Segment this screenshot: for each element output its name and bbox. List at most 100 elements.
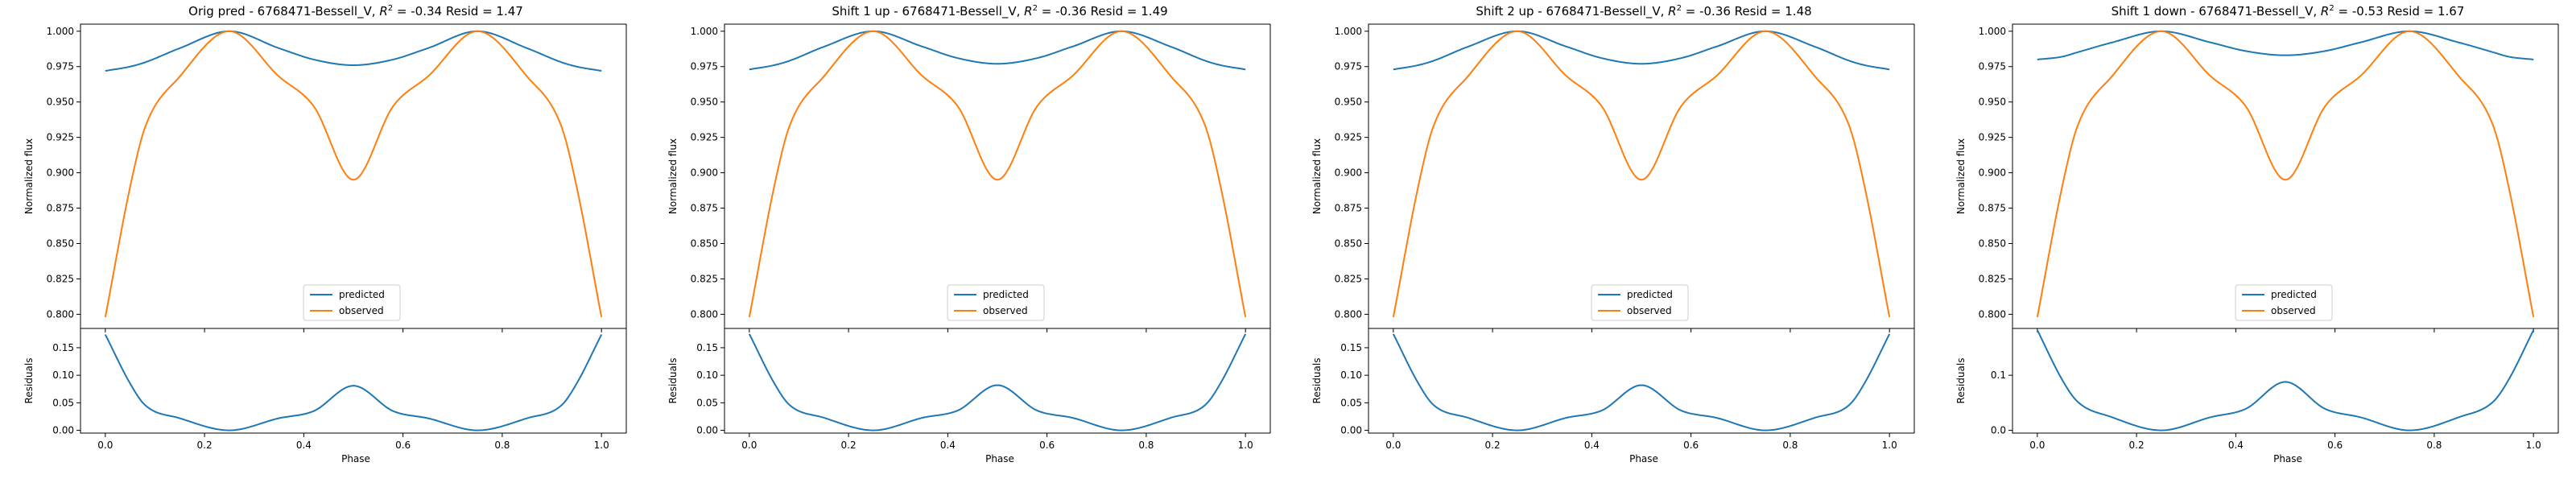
residual-ytick-label: 0.05 <box>52 397 74 408</box>
flux-ytick-label: 0.850 <box>1335 238 1362 250</box>
phase-xtick-label: 0.8 <box>1138 440 1154 451</box>
panel-title-r2-superscript: 2 <box>388 4 393 13</box>
residual-ytick-label: 0.10 <box>52 369 74 381</box>
flux-axes-frame <box>80 23 627 329</box>
flux-ytick-label: 0.900 <box>1979 167 2006 179</box>
phase-xtick-label: 0.2 <box>2129 440 2145 451</box>
ylabel-bottom: Residuals <box>23 358 35 404</box>
panel-title: Shift 1 down - 6768471-Bessell_V, R2 = -… <box>2112 4 2465 19</box>
phase-xtick-label: 0.4 <box>940 440 956 451</box>
residual-line <box>2036 329 2535 431</box>
phase-xtick-label: 0.2 <box>841 440 857 451</box>
series-line-predicted <box>105 30 602 72</box>
panel-title-r2-superscript: 2 <box>1677 4 1682 13</box>
residual-line <box>748 333 1247 431</box>
ylabel-bottom: Residuals <box>1311 358 1323 404</box>
residual-ytick-label: 0.10 <box>696 369 718 381</box>
phase-xtick-label: 0.6 <box>1039 440 1055 451</box>
ylabel-top: Normalized flux <box>667 138 679 214</box>
flux-ytick-label: 0.850 <box>691 238 718 250</box>
flux-ytick-label: 0.875 <box>691 203 718 214</box>
flux-ytick-label: 0.975 <box>1335 61 1362 72</box>
residual-line <box>104 334 603 431</box>
phase-xtick-label: 0.0 <box>741 440 757 451</box>
flux-ytick-label: 0.925 <box>691 132 718 143</box>
flux-ytick-label: 1.000 <box>691 26 718 37</box>
flux-ytick-label: 0.925 <box>1979 132 2006 143</box>
panel-title-prefix: Orig pred - 6768471-Bessell_V, <box>188 4 379 19</box>
panel-title: Orig pred - 6768471-Bessell_V, R2 = -0.3… <box>188 4 523 19</box>
legend-label-predicted: predicted <box>983 289 1029 300</box>
phase-xtick-label: 0.0 <box>1385 440 1401 451</box>
legend-label-observed: observed <box>983 305 1028 316</box>
panel-title-prefix: Shift 1 up - 6768471-Bessell_V, <box>832 4 1024 19</box>
panel-title-r2-value: = -0.36 Resid = 1.48 <box>1682 4 1812 19</box>
flux-ytick-label: 0.925 <box>1335 132 1362 143</box>
panel-1: Orig pred - 6768471-Bessell_V, R2 = -0.3… <box>23 4 523 464</box>
xlabel: Phase <box>341 453 370 464</box>
flux-ytick-label: 0.950 <box>1335 97 1362 108</box>
flux-ytick-label: 0.800 <box>47 308 74 320</box>
panel-4: Shift 1 down - 6768471-Bessell_V, R2 = -… <box>1955 4 2464 464</box>
flux-ytick-label: 1.000 <box>1335 26 1362 37</box>
residual-ytick-label: 0.0 <box>1991 425 2006 436</box>
flux-ytick-label: 0.950 <box>47 97 74 108</box>
chart-4: 0.800 0.825 0.850 0.875 0.900 0.925 0.950 0.975… <box>1979 23 2559 451</box>
phase-xtick-label: 0.0 <box>2029 440 2045 451</box>
legend-label-predicted: predicted <box>339 289 385 300</box>
panel-3: Shift 2 up - 6768471-Bessell_V, R2 = -0.… <box>1311 4 1812 464</box>
flux-ytick-label: 0.825 <box>1979 273 2006 284</box>
residual-ytick-label: 0.15 <box>1340 342 1362 353</box>
xlabel: Phase <box>1629 453 1658 464</box>
series-line-observed <box>748 30 1247 318</box>
flux-ytick-label: 0.950 <box>1979 97 2006 108</box>
residual-axes-frame <box>724 328 1271 434</box>
residual-ytick-label: 0.15 <box>696 342 718 353</box>
xlabel: Phase <box>2273 453 2302 464</box>
series-line-predicted <box>2037 30 2534 60</box>
panel-2: Shift 1 up - 6768471-Bessell_V, R2 = -0.… <box>667 4 1168 464</box>
flux-ytick-label: 0.825 <box>47 273 74 284</box>
residual-ytick-label: 0.00 <box>52 425 74 436</box>
legend-label-observed: observed <box>2271 305 2316 316</box>
phase-xtick-label: 0.2 <box>197 440 213 451</box>
flux-ytick-label: 0.950 <box>691 97 718 108</box>
xlabel: Phase <box>985 453 1014 464</box>
ylabel-top: Normalized flux <box>1955 138 1967 214</box>
panel-title-r2-superscript: 2 <box>2329 4 2334 13</box>
flux-ytick-label: 0.925 <box>47 132 74 143</box>
panel-title-prefix: Shift 1 down - 6768471-Bessell_V, <box>2112 4 2321 19</box>
phase-xtick-label: 0.8 <box>1782 440 1798 451</box>
panel-title: Shift 1 up - 6768471-Bessell_V, R2 = -0.… <box>832 4 1167 19</box>
phase-xtick-label: 0.6 <box>395 440 411 451</box>
residual-ytick-label: 0.15 <box>52 342 74 353</box>
residual-ytick-label: 0.00 <box>1340 425 1362 436</box>
phase-xtick-label: 0.4 <box>296 440 312 451</box>
flux-ytick-label: 0.875 <box>1979 203 2006 214</box>
residual-ytick-label: 0.1 <box>1991 369 2006 381</box>
phase-xtick-label: 0.6 <box>1683 440 1699 451</box>
phase-xtick-label: 0.8 <box>2426 440 2442 451</box>
panel-title: Shift 2 up - 6768471-Bessell_V, R2 = -0.… <box>1476 4 1811 19</box>
phase-xtick-label: 1.0 <box>2526 440 2541 451</box>
residual-ytick-label: 0.05 <box>1340 397 1362 408</box>
series-line-observed <box>2036 30 2535 318</box>
ylabel-bottom: Residuals <box>667 358 679 404</box>
flux-ytick-label: 0.850 <box>47 238 74 250</box>
series-line-observed <box>104 30 603 318</box>
residual-axes-frame <box>1368 328 1915 434</box>
flux-ytick-label: 0.800 <box>691 308 718 320</box>
ylabel-top: Normalized flux <box>23 138 35 214</box>
phase-xtick-label: 1.0 <box>1882 440 1897 451</box>
residual-line <box>1392 333 1891 431</box>
legend-label-predicted: predicted <box>1627 289 1673 300</box>
panel-title-r2-value: = -0.36 Resid = 1.49 <box>1038 4 1168 19</box>
ylabel-top: Normalized flux <box>1311 138 1323 214</box>
flux-axes-frame <box>1368 23 1915 329</box>
flux-ytick-label: 0.825 <box>691 273 718 284</box>
series-line-observed <box>1392 30 1891 318</box>
ylabel-bottom: Residuals <box>1955 358 1967 404</box>
residual-ytick-label: 0.05 <box>696 397 718 408</box>
